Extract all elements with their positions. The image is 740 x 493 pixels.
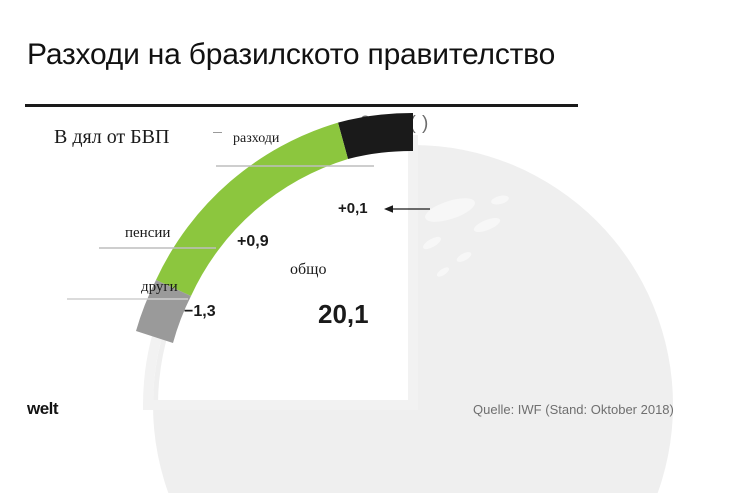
subtitle-axis-label: В дял от БВП bbox=[54, 126, 170, 148]
callout-label-other: други bbox=[141, 279, 178, 295]
segment-other bbox=[136, 280, 191, 343]
welt-logo: welt bbox=[27, 399, 59, 418]
page-title: Разходи на бразилското правителство bbox=[27, 38, 556, 71]
title-divider bbox=[25, 104, 578, 107]
source-note: Quelle: IWF (Stand: Oktober 2018) bbox=[473, 402, 674, 417]
chart-wedge-backdrop bbox=[158, 150, 413, 405]
segment-delta-expenditure: +0,1 bbox=[338, 200, 368, 217]
subtitle-dash bbox=[213, 132, 222, 133]
segment-expenditure bbox=[338, 112, 413, 159]
delta-arrow-expenditure bbox=[384, 205, 430, 213]
subtitle-series-label: разходи bbox=[233, 131, 280, 146]
total-caption: общо bbox=[290, 261, 327, 278]
segment-delta-pensions: +0,9 bbox=[237, 233, 269, 250]
segment-delta-other: −1,3 bbox=[184, 303, 216, 320]
total-value: 20,1 bbox=[318, 299, 369, 329]
callout-label-pensions: пенсии bbox=[125, 225, 171, 241]
